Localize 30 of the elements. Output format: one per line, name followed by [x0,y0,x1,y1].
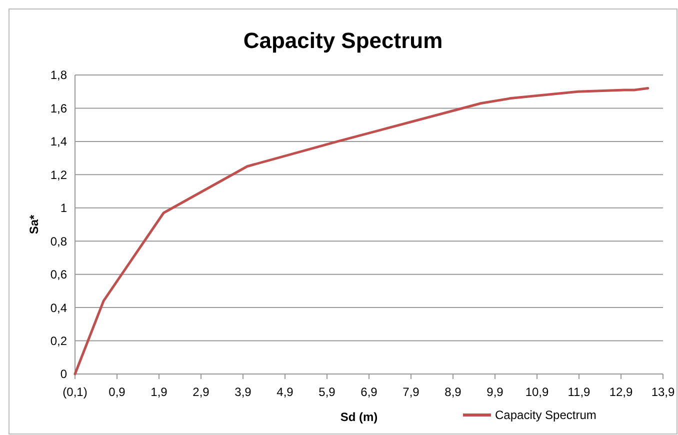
x-tick-label: 9,9 [486,385,504,399]
x-tick-label: 7,9 [402,385,420,399]
y-tick-label: 1,6 [50,101,68,116]
x-tick-label: 5,9 [318,385,336,399]
x-tick-label: 3,9 [234,385,252,399]
chart-title: Capacity Spectrum [243,28,443,53]
x-tick-label: 4,9 [276,385,294,399]
legend-label: Capacity Spectrum [495,408,596,422]
x-tick-label: 12,9 [609,385,633,399]
x-tick-label: 11,9 [568,385,591,399]
y-tick-label: 1 [60,201,68,216]
x-tick-label: 10,9 [525,385,549,399]
x-tick-label: 6,9 [360,385,378,399]
x-axis-title: Sd (m) [340,410,378,424]
x-tick-label: 13,9 [651,385,675,399]
x-tick-label: 0,9 [108,385,126,399]
x-tick-label: 1,9 [150,385,168,399]
y-tick-label: 1,8 [50,68,68,82]
y-tick-label: 0,8 [50,234,68,248]
line-series [74,87,650,376]
y-tick-label: 1,2 [50,168,68,182]
y-tick-label: 0 [60,367,68,382]
x-tick-label: 2,9 [192,385,210,399]
x-tick-label: (0,1) [62,385,88,399]
y-tick-label: 0,6 [50,268,68,282]
y-tick-label: 0,4 [50,300,68,315]
y-axis-title: Sa* [27,214,41,234]
x-tick-label: 8,9 [444,385,462,399]
y-tick-label: 1,4 [50,134,68,149]
y-tick-label: 0,2 [50,334,68,348]
